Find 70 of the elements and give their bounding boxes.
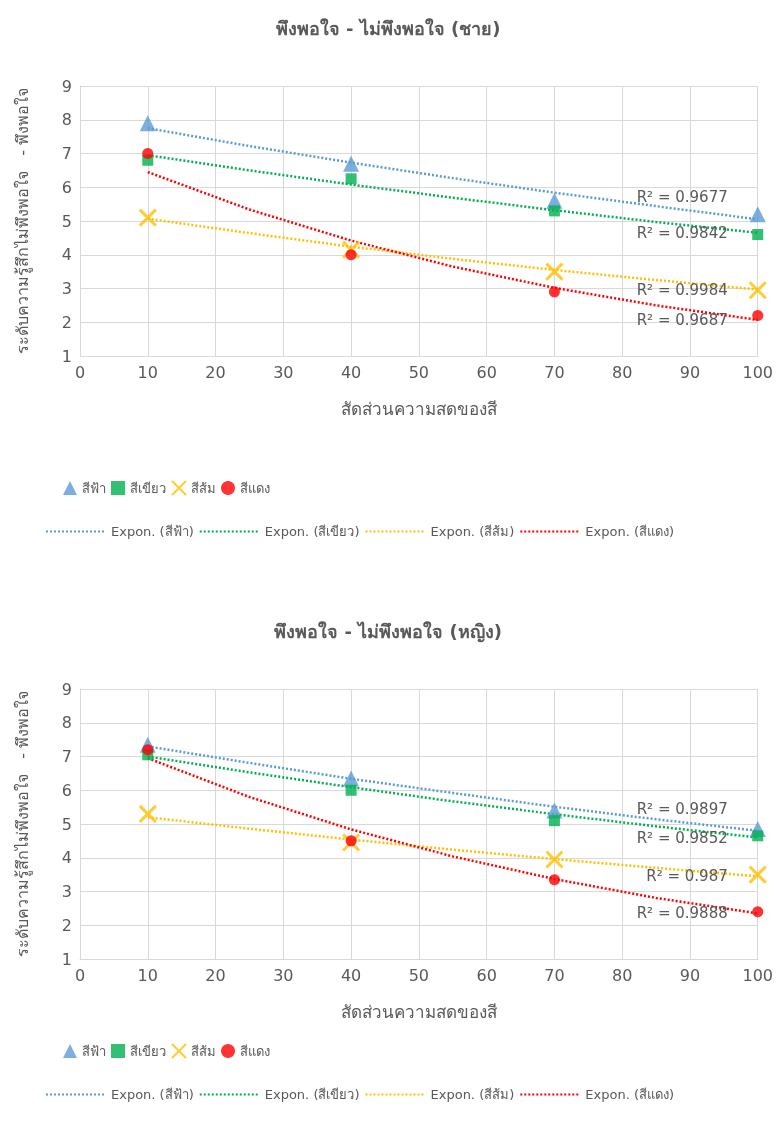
legend-label: สีฟ้า xyxy=(82,480,106,496)
annotation: R² = 0.987 xyxy=(646,867,728,886)
x-tick-label: 20 xyxy=(205,965,226,985)
annotation: R² = 0.9888 xyxy=(636,904,728,923)
legend-label: Expon. (สีแดง) xyxy=(585,524,675,539)
legend-label: Expon. (สีฟ้า) xyxy=(111,524,194,539)
y-tick-label: 8 xyxy=(61,110,72,130)
x-tick-label: 90 xyxy=(679,362,701,382)
x-tick-label: 60 xyxy=(476,965,497,985)
x-tick-label: 50 xyxy=(408,362,430,382)
y-tick-label: 6 xyxy=(61,780,72,800)
x-tick-label: 30 xyxy=(273,965,294,985)
y-tick-label: 4 xyxy=(61,848,72,868)
x-axis-title: สัดส่วนความสดของสี xyxy=(340,398,498,419)
y-tick-label: 8 xyxy=(61,713,72,733)
y-tick-label: 3 xyxy=(61,882,72,901)
y-tick-label: 2 xyxy=(61,915,72,935)
y-tick-label: 9 xyxy=(61,679,72,699)
y-tick-label: 2 xyxy=(61,312,72,332)
legend-label: Expon. (สีส้ม) xyxy=(430,524,515,539)
x-tick-label: 30 xyxy=(273,362,294,382)
chart-title: พึงพอใจ - ไม่พึงพอใจ (ชาย) xyxy=(275,17,501,39)
y-tick-label: 1 xyxy=(61,949,72,969)
x-tick-label: 0 xyxy=(74,362,86,382)
y-tick-label: 3 xyxy=(61,279,72,298)
annotation: R² = 0.9852 xyxy=(636,828,728,847)
legend-label: สีเขียว xyxy=(130,480,166,496)
legend-label: Expon. (สีฟ้า) xyxy=(111,1087,194,1102)
legend-label: สีแดง xyxy=(240,480,270,496)
legend-label: Expon. (สีส้ม) xyxy=(430,1087,515,1102)
x-tick-label: 20 xyxy=(205,362,226,382)
y-tick-label: 5 xyxy=(61,211,72,231)
x-tick-label: 90 xyxy=(679,965,701,985)
x-tick-label: 60 xyxy=(476,362,497,382)
legend-label: Expon. (สีแดง) xyxy=(585,1087,675,1102)
x-tick-label: 100 xyxy=(742,362,773,382)
y-tick-label: 5 xyxy=(61,814,72,834)
x-tick-label: 40 xyxy=(340,965,362,985)
legend-label: Expon. (สีเขียว) xyxy=(264,524,360,539)
annotation: R² = 0.9897 xyxy=(636,799,728,818)
x-tick-label: 10 xyxy=(137,965,158,985)
x-tick-label: 50 xyxy=(408,965,430,985)
x-tick-label: 80 xyxy=(612,965,633,985)
x-tick-label: 10 xyxy=(137,362,158,382)
legend-label: สีฟ้า xyxy=(82,1043,106,1059)
chart-title: พึงพอใจ - ไม่พึงพอใจ (หญิง) xyxy=(274,620,502,643)
annotation: R² = 0.9842 xyxy=(636,223,728,242)
annotation: R² = 0.9677 xyxy=(636,188,728,207)
x-tick-label: 0 xyxy=(74,965,86,985)
x-tick-label: 70 xyxy=(544,965,565,985)
y-tick-label: 4 xyxy=(61,245,72,265)
legend-label: สีแดง xyxy=(240,1043,270,1059)
y-axis-title: ระดับความรู้สึกไม่พึงพอใจ - พึงพอใจ xyxy=(12,690,33,958)
x-axis-title: สัดส่วนความสดของสี xyxy=(340,1001,498,1022)
y-axis-title: ระดับความรู้สึกไม่พึงพอใจ - พึงพอใจ xyxy=(12,87,33,355)
y-tick-label: 6 xyxy=(61,177,72,197)
legend-label: สีส้ม xyxy=(191,1043,216,1059)
legend-label: สีส้ม xyxy=(191,480,216,496)
legend-label: สีเขียว xyxy=(130,1043,166,1059)
y-tick-label: 9 xyxy=(61,76,72,96)
y-tick-label: 1 xyxy=(61,346,72,366)
x-tick-label: 80 xyxy=(612,362,633,382)
y-tick-label: 7 xyxy=(61,747,72,766)
x-tick-label: 100 xyxy=(742,965,773,985)
x-tick-label: 70 xyxy=(544,362,565,382)
annotation: R² = 0.9984 xyxy=(636,280,728,299)
annotation: R² = 0.9687 xyxy=(636,310,728,329)
legend-label: Expon. (สีเขียว) xyxy=(264,1087,360,1102)
x-tick-label: 40 xyxy=(340,362,362,382)
y-tick-label: 7 xyxy=(61,144,72,163)
